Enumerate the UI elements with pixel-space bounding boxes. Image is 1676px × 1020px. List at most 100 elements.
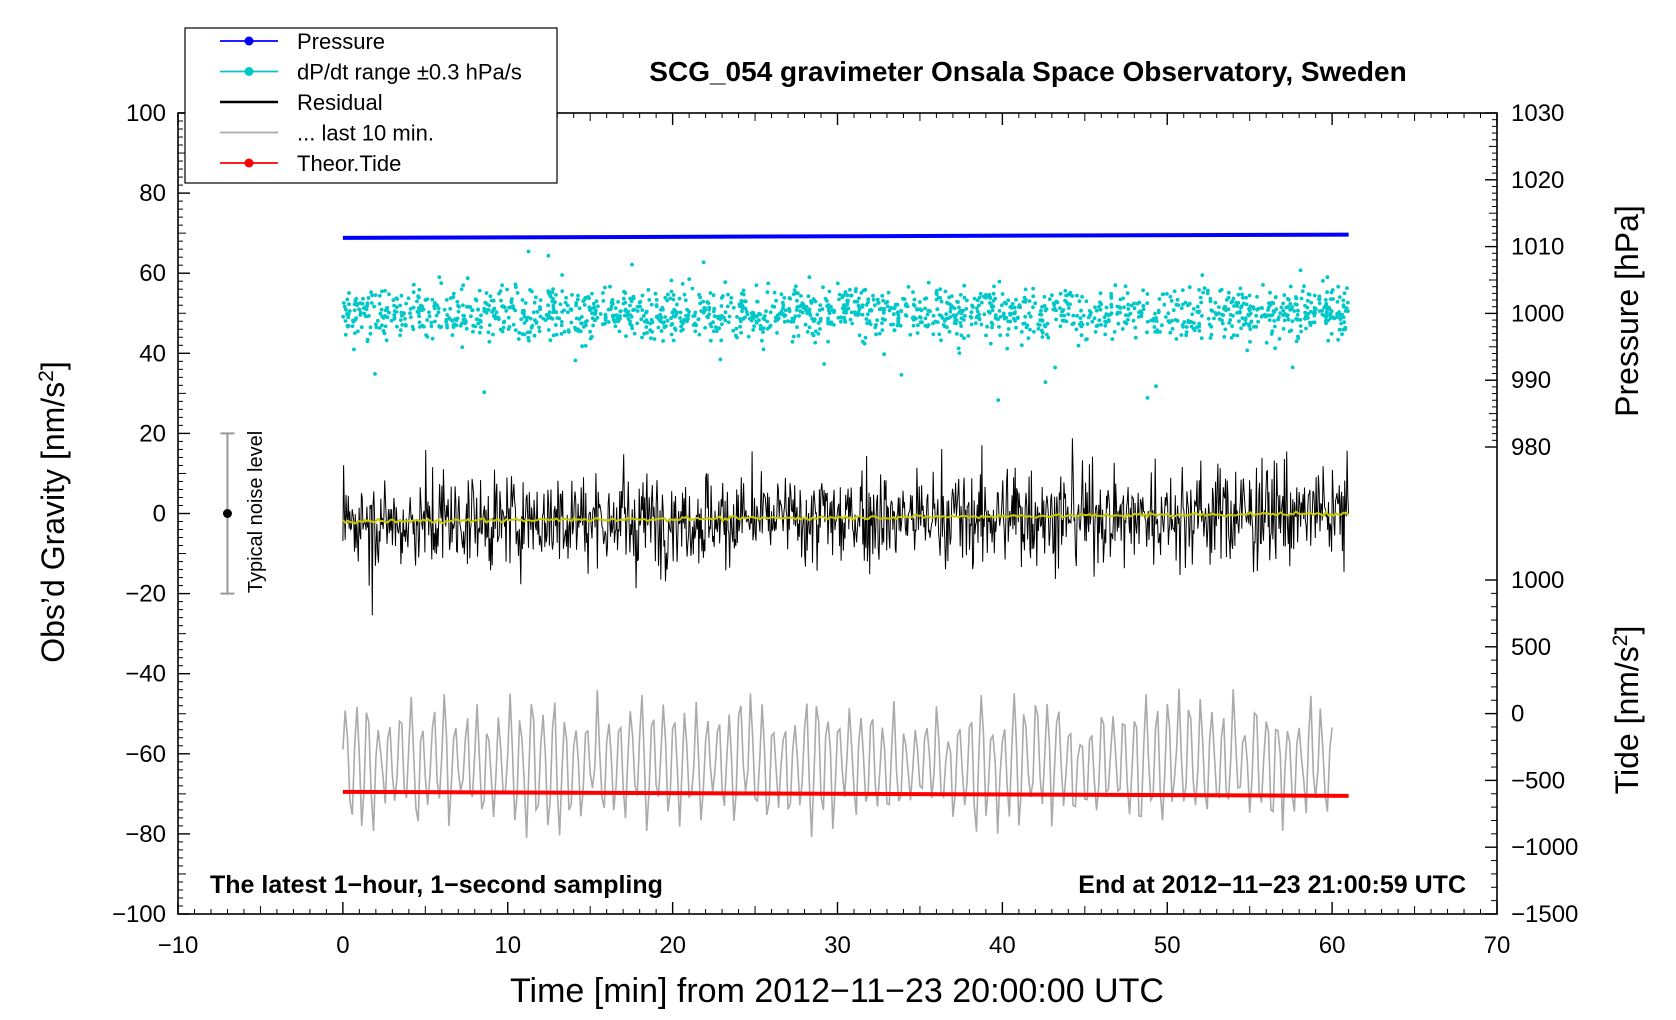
dpdt-point bbox=[1346, 300, 1350, 305]
dpdt-point bbox=[911, 302, 916, 307]
dpdt-point bbox=[988, 301, 992, 305]
dpdt-point bbox=[1121, 296, 1125, 301]
dpdt-point bbox=[648, 321, 653, 326]
x-tick-label: 20 bbox=[659, 932, 686, 959]
dpdt-point bbox=[1337, 327, 1342, 332]
dpdt-point bbox=[683, 298, 688, 303]
dpdt-point bbox=[1062, 318, 1067, 323]
dpdt-point bbox=[635, 321, 640, 326]
dpdt-point bbox=[465, 276, 470, 281]
dpdt-point bbox=[943, 289, 948, 294]
dpdt-point bbox=[734, 326, 739, 331]
dpdt-point bbox=[1058, 306, 1062, 310]
dpdt-point bbox=[621, 296, 626, 301]
dpdt-point bbox=[1235, 304, 1240, 308]
dpdt-point bbox=[1122, 305, 1126, 310]
dpdt-point bbox=[893, 302, 898, 307]
dpdt-point bbox=[973, 321, 978, 326]
dpdt-point bbox=[671, 293, 676, 297]
dpdt-point bbox=[874, 323, 878, 327]
dpdt-point bbox=[1236, 301, 1241, 305]
dpdt-point bbox=[703, 306, 708, 311]
dpdt-point bbox=[1000, 292, 1005, 296]
dpdt-point bbox=[791, 334, 796, 339]
dpdt-point bbox=[365, 301, 370, 306]
dpdt-point bbox=[661, 339, 665, 343]
dpdt-point bbox=[727, 314, 732, 319]
dpdt-point bbox=[1314, 307, 1318, 311]
dpdt-point bbox=[399, 293, 404, 298]
dpdt-point bbox=[816, 331, 821, 336]
dpdt-point bbox=[380, 323, 384, 328]
dpdt-point bbox=[652, 337, 657, 341]
dpdt-point bbox=[379, 307, 384, 312]
dpdt-point bbox=[1273, 346, 1277, 351]
dpdt-point bbox=[1122, 320, 1127, 324]
dpdt-point bbox=[965, 298, 969, 303]
dpdt-point bbox=[612, 320, 617, 324]
y-axis-label-pressure: Pressure [hPa] bbox=[1609, 205, 1645, 417]
dpdt-point bbox=[725, 304, 730, 309]
dpdt-point bbox=[537, 325, 541, 330]
dpdt-point bbox=[519, 317, 524, 322]
dpdt-point bbox=[679, 324, 683, 329]
dpdt-point bbox=[1292, 309, 1297, 313]
dpdt-point bbox=[373, 293, 378, 297]
dpdt-point bbox=[1040, 319, 1045, 323]
dpdt-point bbox=[623, 308, 628, 313]
dpdt-point bbox=[529, 326, 534, 330]
dpdt-point bbox=[366, 296, 371, 300]
dpdt-point bbox=[916, 323, 920, 328]
dpdt-point bbox=[779, 292, 784, 297]
dpdt-point bbox=[958, 321, 963, 325]
dpdt-point bbox=[464, 304, 469, 309]
dpdt-point bbox=[977, 295, 982, 300]
dpdt-point bbox=[1027, 311, 1031, 316]
dpdt-point bbox=[953, 318, 958, 323]
dpdt-point bbox=[1306, 311, 1310, 316]
dpdt-point bbox=[825, 299, 829, 303]
dpdt-point bbox=[1059, 313, 1064, 318]
dpdt-point bbox=[711, 309, 716, 314]
dpdt-point bbox=[629, 314, 634, 319]
dpdt-point bbox=[1145, 292, 1150, 296]
dpdt-point bbox=[1075, 293, 1079, 298]
dpdt-point bbox=[1153, 311, 1157, 316]
dpdt-point bbox=[444, 319, 448, 324]
dpdt-point bbox=[630, 262, 634, 267]
dpdt-point bbox=[1213, 311, 1218, 315]
dpdt-point bbox=[956, 300, 960, 304]
dpdt-point bbox=[516, 337, 521, 341]
dpdt-point bbox=[1240, 316, 1245, 320]
dpdt-point bbox=[534, 320, 539, 325]
dpdt-point bbox=[1176, 303, 1181, 307]
dpdt-point bbox=[765, 326, 770, 331]
dpdt-point bbox=[693, 329, 698, 334]
dpdt-point bbox=[1141, 288, 1145, 293]
dpdt-point bbox=[585, 319, 589, 323]
dpdt-point bbox=[1344, 306, 1349, 310]
residual-series-line bbox=[342, 438, 1350, 616]
tide-tick-label: −1000 bbox=[1511, 834, 1578, 861]
dpdt-point bbox=[731, 305, 736, 310]
dpdt-point bbox=[673, 314, 677, 319]
dpdt-point bbox=[547, 310, 552, 315]
dpdt-point bbox=[839, 316, 844, 320]
dpdt-point bbox=[1205, 291, 1210, 296]
dpdt-point bbox=[398, 303, 402, 308]
dpdt-point bbox=[663, 315, 667, 319]
dpdt-point bbox=[863, 335, 868, 340]
dpdt-point bbox=[650, 330, 654, 334]
dpdt-point bbox=[938, 296, 943, 300]
dpdt-point bbox=[1198, 295, 1203, 300]
dpdt-point bbox=[498, 327, 503, 332]
dpdt-point bbox=[1046, 335, 1051, 340]
dpdt-point bbox=[866, 297, 871, 301]
dpdt-point bbox=[559, 332, 564, 336]
dpdt-point bbox=[990, 308, 995, 313]
dpdt-point bbox=[1342, 291, 1347, 296]
dpdt-point bbox=[801, 306, 806, 310]
dpdt-point bbox=[1019, 330, 1024, 334]
dpdt-point bbox=[955, 332, 959, 336]
dpdt-point bbox=[1074, 327, 1079, 332]
